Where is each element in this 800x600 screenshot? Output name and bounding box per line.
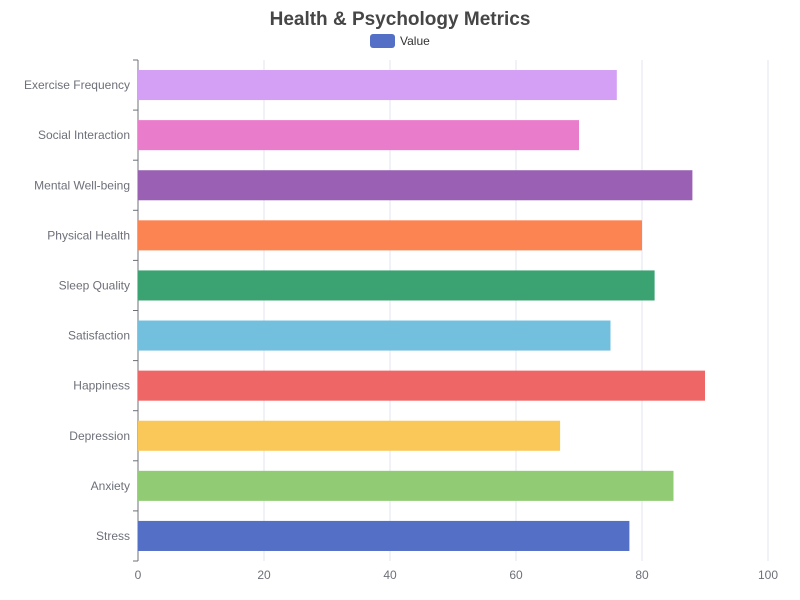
y-tick-label: Mental Well-being	[34, 178, 130, 192]
legend[interactable]: Value	[370, 34, 430, 48]
x-tick-label: 80	[635, 568, 649, 582]
y-tick-label: Anxiety	[91, 479, 130, 493]
bar-depression[interactable]	[138, 420, 561, 451]
legend-label: Value	[400, 34, 430, 48]
bar-exercise-frequency[interactable]	[138, 70, 617, 101]
bar-anxiety[interactable]	[138, 470, 674, 501]
x-tick-label: 20	[257, 568, 271, 582]
bar-mental-well-being[interactable]	[138, 170, 693, 201]
y-tick-label: Stress	[96, 529, 130, 543]
y-tick-label: Satisfaction	[68, 329, 130, 343]
bar-happiness[interactable]	[138, 370, 705, 401]
y-tick-label: Exercise Frequency	[24, 78, 130, 92]
x-tick-label: 100	[758, 568, 778, 582]
y-tick-label: Depression	[69, 429, 130, 443]
bar-satisfaction[interactable]	[138, 320, 611, 351]
bar-social-interaction[interactable]	[138, 120, 579, 151]
legend-swatch	[370, 34, 395, 48]
bar-physical-health[interactable]	[138, 220, 642, 251]
x-tick-label: 40	[383, 568, 397, 582]
x-tick-label: 60	[509, 568, 523, 582]
bar-sleep-quality[interactable]	[138, 270, 655, 301]
y-tick-label: Physical Health	[47, 228, 130, 242]
y-tick-label: Social Interaction	[38, 128, 130, 142]
y-tick-label: Sleep Quality	[59, 278, 130, 292]
x-tick-label: 0	[135, 568, 142, 582]
bar-stress[interactable]	[138, 520, 630, 551]
chart-title: Health & Psychology Metrics	[269, 9, 531, 30]
y-tick-label: Happiness	[73, 379, 130, 393]
